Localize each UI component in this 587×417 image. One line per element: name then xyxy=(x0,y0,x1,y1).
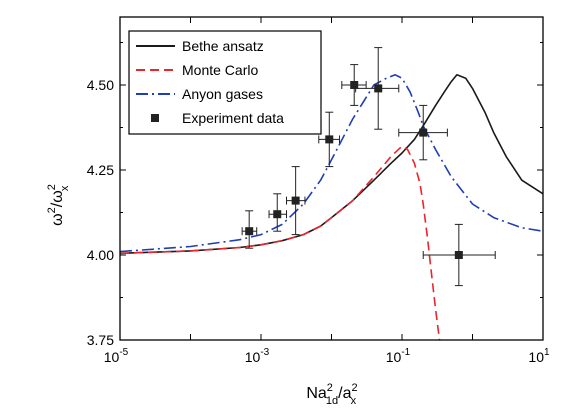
series-layer xyxy=(120,74,543,340)
data-point-marker xyxy=(291,196,300,205)
legend-box xyxy=(128,30,322,135)
experiment-point xyxy=(422,223,496,287)
data-point-marker xyxy=(350,81,359,89)
experiment-points-layer xyxy=(241,47,496,287)
x-tick-label: 101 xyxy=(528,347,550,365)
experiment-point xyxy=(241,210,258,249)
y-tick-label: 3.75 xyxy=(87,332,114,348)
legend-marker-experiment xyxy=(151,114,159,122)
data-point-marker xyxy=(454,251,463,259)
y-tick-label: 4.00 xyxy=(87,247,114,263)
experiment-point xyxy=(318,111,341,168)
data-point-marker xyxy=(374,84,383,93)
experiment-point xyxy=(398,104,448,161)
y-tick-label: 4.50 xyxy=(87,77,114,93)
data-point-marker xyxy=(325,135,334,144)
legend-label: Experiment data xyxy=(182,110,284,126)
ticks-layer: 3.75 4.00 4.25 4.50 10-5 10-3 10-1 101 xyxy=(87,17,550,365)
data-point-marker xyxy=(245,227,254,236)
x-tick-label: 10-5 xyxy=(104,347,129,365)
series-line-anyon-gases xyxy=(120,74,543,253)
x-tick-label: 10-1 xyxy=(386,347,411,365)
legend-label: Anyon gases xyxy=(182,86,263,102)
y-tick-label: 4.25 xyxy=(87,162,114,178)
x-tick-label: 10-3 xyxy=(245,347,270,365)
experiment-point xyxy=(268,193,288,232)
y-axis-label: ω2/ω2x xyxy=(46,184,71,226)
series-line-monte-carlo xyxy=(120,145,441,340)
data-point-marker xyxy=(419,128,428,137)
x-axis-label: Na2 1d/a2 x xyxy=(306,382,357,407)
data-point-marker xyxy=(273,210,282,219)
legend-label: Bethe ansatz xyxy=(182,38,264,54)
legend: Bethe ansatz Monte Carlo Anyon gases Experi… xyxy=(128,30,322,135)
experiment-point xyxy=(355,47,400,130)
legend-label: Monte Carlo xyxy=(182,62,258,78)
experiment-point xyxy=(286,166,306,236)
experiment-point xyxy=(341,64,367,106)
